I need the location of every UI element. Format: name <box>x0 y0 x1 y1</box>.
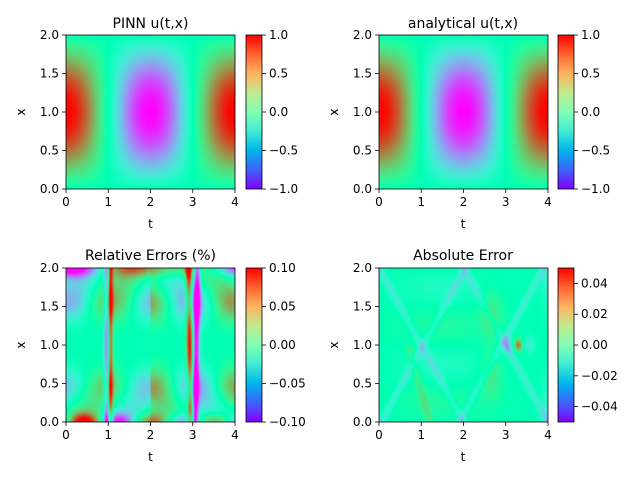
colorbar-tick-label: −1.0 <box>269 182 298 196</box>
y-tick-label: 0.0 <box>40 182 59 196</box>
y-axis-label: x <box>14 108 28 115</box>
x-tick-label: 2 <box>147 428 155 442</box>
x-tick-label: 3 <box>502 195 510 209</box>
y-tick-label: 0.0 <box>40 415 59 429</box>
y-axis-label: x <box>327 108 341 115</box>
x-axis-label: t <box>461 450 466 464</box>
heatmap-image <box>66 268 235 422</box>
panel-title: analytical u(t,x) <box>408 16 518 32</box>
y-tick-label: 2.0 <box>353 28 372 42</box>
x-tick-label: 1 <box>417 195 425 209</box>
y-axis-label: x <box>327 341 341 348</box>
heatmap-image <box>379 268 548 422</box>
heatmap-image <box>66 35 235 189</box>
colorbar-ticks: 1.0 0.5 0.0 −0.5 −1.0 <box>574 28 610 196</box>
colorbar-tick-label: 0.0 <box>269 105 288 119</box>
colorbar <box>557 267 575 423</box>
colorbar-tick-label: 0.0 <box>581 105 600 119</box>
x-axis-ticks: 0 1 2 3 4 <box>62 422 239 442</box>
x-tick-label: 2 <box>460 195 468 209</box>
y-tick-label: 0.5 <box>40 377 59 391</box>
y-tick-label: 0.5 <box>40 144 59 158</box>
y-tick-label: 1.0 <box>353 338 372 352</box>
colorbar-ticks: 1.0 0.5 0.0 −0.5 −1.0 <box>262 28 298 196</box>
y-tick-label: 1.5 <box>353 300 372 314</box>
colorbar-tick-label: 1.0 <box>269 28 288 42</box>
x-tick-label: 4 <box>231 428 239 442</box>
panel-relative-errors: Relative Errors (%) 0 1 2 3 4 0.0 0.5 1.0 1.5 2.… <box>14 248 306 464</box>
x-axis-ticks: 0 1 2 3 4 <box>375 422 552 442</box>
panel-pinn-u: PINN u(t,x) 0 1 2 3 4 0.0 0.5 1.0 1.5 2.0 t x 1.… <box>14 16 298 231</box>
colorbar-tick-label: 0.00 <box>581 338 608 352</box>
x-axis-ticks: 0 1 2 3 4 <box>375 189 552 209</box>
x-axis-label: t <box>148 450 153 464</box>
colorbar-tick-label: 0.00 <box>269 338 296 352</box>
x-tick-label: 3 <box>189 428 197 442</box>
x-tick-label: 3 <box>502 428 510 442</box>
y-tick-label: 2.0 <box>40 261 59 275</box>
y-axis-ticks: 0.0 0.5 1.0 1.5 2.0 <box>40 261 66 429</box>
x-tick-label: 1 <box>104 428 112 442</box>
x-tick-label: 0 <box>62 428 70 442</box>
y-tick-label: 2.0 <box>353 261 372 275</box>
colorbar-tick-label: 0.05 <box>269 300 296 314</box>
colorbar-tick-label: 0.5 <box>269 67 288 81</box>
panel-title: Absolute Error <box>413 248 513 264</box>
x-tick-label: 0 <box>375 195 383 209</box>
y-tick-label: 1.5 <box>353 67 372 81</box>
y-tick-label: 1.5 <box>40 67 59 81</box>
colorbar <box>245 267 263 423</box>
y-axis-label: x <box>14 341 28 348</box>
panel-absolute-error: Absolute Error 0 1 2 3 4 0.0 0.5 1.0 1.5 2.0 t x… <box>327 248 618 464</box>
colorbar-tick-label: −0.10 <box>269 415 306 429</box>
colorbar-tick-label: 0.02 <box>581 307 608 321</box>
x-tick-label: 2 <box>460 428 468 442</box>
x-tick-label: 3 <box>189 195 197 209</box>
x-tick-label: 1 <box>417 428 425 442</box>
y-tick-label: 1.0 <box>353 105 372 119</box>
x-tick-label: 1 <box>104 195 112 209</box>
panel-title: PINN u(t,x) <box>113 16 189 32</box>
colorbar-tick-label: −0.05 <box>269 377 306 391</box>
colorbar-ticks: 0.04 0.02 0.00 −0.02 −0.04 <box>574 276 618 414</box>
colorbar-tick-label: −0.04 <box>581 400 618 414</box>
x-axis-ticks: 0 1 2 3 4 <box>62 189 239 209</box>
colorbar-tick-label: −0.5 <box>581 144 610 158</box>
y-axis-ticks: 0.0 0.5 1.0 1.5 2.0 <box>353 28 379 196</box>
colorbar-tick-label: −0.02 <box>581 369 618 383</box>
colorbar-ticks: 0.10 0.05 0.00 −0.05 −0.10 <box>262 261 306 429</box>
colorbar-tick-label: 1.0 <box>581 28 600 42</box>
x-tick-label: 0 <box>375 428 383 442</box>
x-axis-label: t <box>461 217 466 231</box>
x-tick-label: 4 <box>544 195 552 209</box>
x-tick-label: 4 <box>544 428 552 442</box>
colorbar-tick-label: 0.04 <box>581 276 608 290</box>
y-tick-label: 0.5 <box>353 144 372 158</box>
heatmap-image <box>379 35 548 189</box>
x-tick-label: 0 <box>62 195 70 209</box>
y-tick-label: 0.5 <box>353 377 372 391</box>
y-tick-label: 1.0 <box>40 105 59 119</box>
y-tick-label: 2.0 <box>40 28 59 42</box>
y-tick-label: 1.5 <box>40 300 59 314</box>
panel-title: Relative Errors (%) <box>85 248 216 264</box>
y-axis-ticks: 0.0 0.5 1.0 1.5 2.0 <box>40 28 66 196</box>
colorbar-tick-label: 0.5 <box>581 67 600 81</box>
colorbar-tick-label: 0.10 <box>269 261 296 275</box>
y-tick-label: 0.0 <box>353 182 372 196</box>
y-axis-ticks: 0.0 0.5 1.0 1.5 2.0 <box>353 261 379 429</box>
colorbar <box>557 34 575 190</box>
y-tick-label: 1.0 <box>40 338 59 352</box>
colorbar <box>245 34 263 190</box>
x-tick-label: 4 <box>231 195 239 209</box>
x-tick-label: 2 <box>147 195 155 209</box>
colorbar-tick-label: −1.0 <box>581 182 610 196</box>
colorbar-tick-label: −0.5 <box>269 144 298 158</box>
x-axis-label: t <box>148 217 153 231</box>
y-tick-label: 0.0 <box>353 415 372 429</box>
